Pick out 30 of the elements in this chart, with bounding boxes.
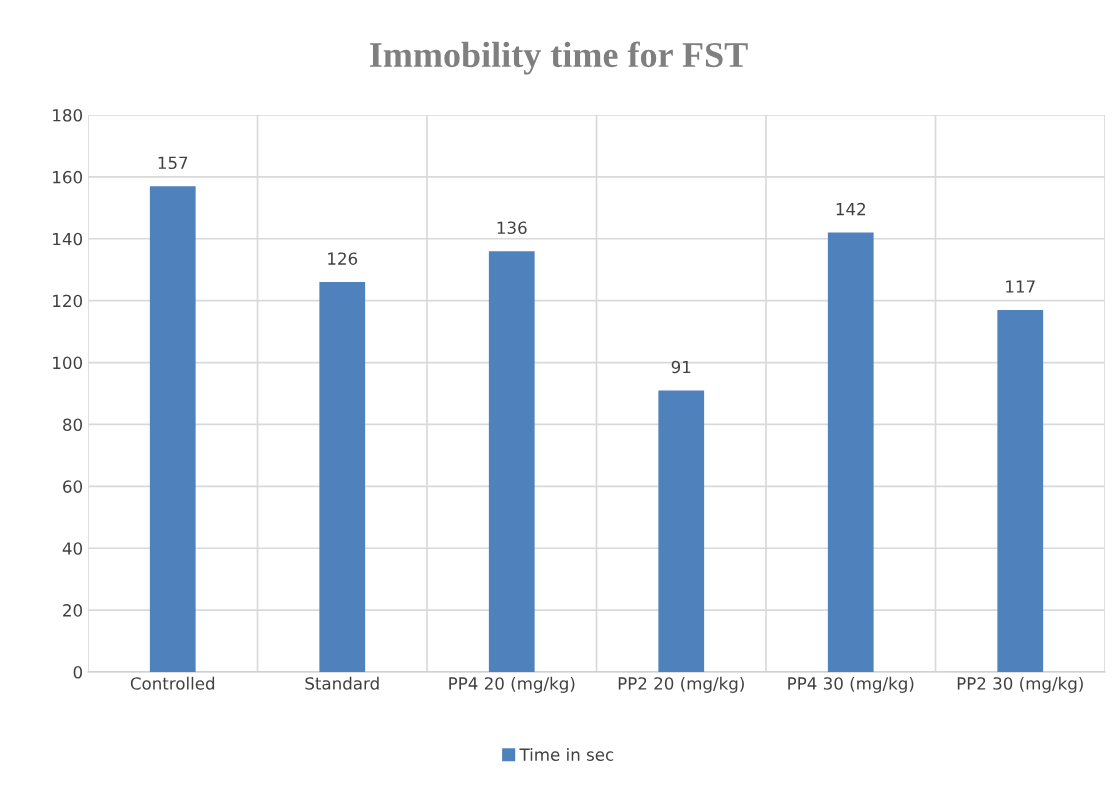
y-tick-label: 40: [62, 542, 83, 555]
y-tick-label: 80: [63, 418, 83, 432]
bar: [658, 390, 705, 672]
bar: [997, 309, 1044, 672]
data-label: 91: [671, 360, 691, 374]
y-tick-label: 140: [53, 232, 83, 246]
bar: [319, 282, 366, 672]
y-tick-label: 100: [53, 356, 83, 370]
bar: [827, 232, 874, 672]
y-tick-label: 120: [53, 294, 83, 308]
y-tick-label: 60: [63, 480, 83, 493]
y-tick-label: 180: [53, 108, 83, 122]
data-label: 142: [836, 202, 865, 216]
y-tick-label: 20: [63, 604, 83, 617]
bar: [149, 186, 196, 672]
x-tick-label: Standard: [305, 676, 379, 690]
y-tick-label: 0: [73, 665, 83, 679]
data-label: 126: [328, 252, 358, 265]
y-tick-label: 160: [53, 170, 83, 184]
x-tick-label: PP2 20 (mg/kg): [618, 676, 744, 693]
bar: [488, 251, 535, 672]
x-tick-label: PP4 20 (mg/kg): [449, 676, 575, 693]
chart-title: Immobility time for FST: [369, 41, 748, 75]
data-label: 117: [1006, 280, 1035, 293]
x-tick-label: PP4 30 (mg/kg): [788, 676, 914, 693]
x-tick-label: Controlled: [130, 676, 215, 690]
legend-label: Time in sec: [519, 748, 614, 761]
data-label: 157: [158, 156, 188, 170]
x-tick-label: PP2 30 (mg/kg): [957, 676, 1083, 693]
data-label: 136: [497, 221, 527, 235]
